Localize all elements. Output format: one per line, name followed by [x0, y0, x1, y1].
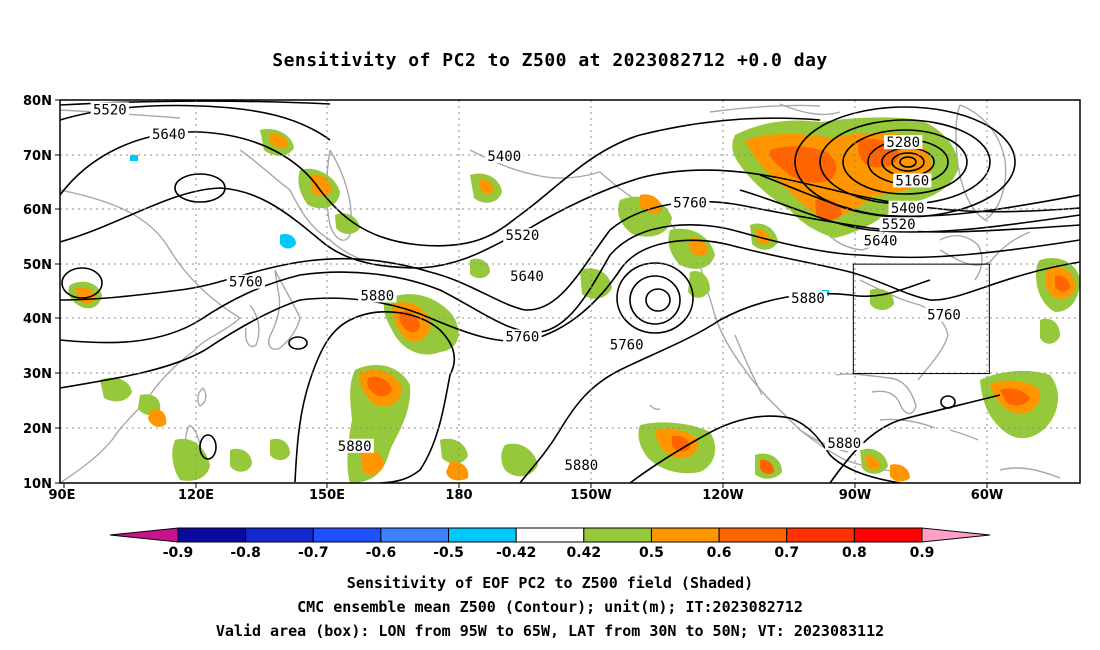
colorbar-tick-label: -0.9 — [163, 545, 194, 561]
contour-label-bg — [358, 288, 397, 303]
contour-label: 5640 — [152, 127, 186, 143]
colorbar-bin — [312, 527, 382, 543]
colorbar-tick-label: -0.8 — [230, 545, 261, 561]
caption-shading: Sensitivity of EOF PC2 to Z500 field (Sh… — [346, 574, 754, 592]
caption-valid-area: Valid area (box): LON from 95W to 65W, L… — [215, 622, 885, 640]
contour-label: 5760 — [927, 307, 961, 323]
contour-label: 5760 — [229, 275, 263, 291]
contour-label-bg — [226, 274, 266, 289]
colorbar-bin — [515, 527, 585, 543]
colorbar-bin — [853, 527, 923, 543]
contour-label-bg — [884, 135, 923, 150]
colorbar-tick-label: 0.42 — [567, 545, 602, 561]
contour-label-bg — [825, 436, 864, 451]
contour-label-bg — [607, 337, 646, 352]
contour-label-bg — [924, 307, 964, 322]
contour-label: 5520 — [506, 228, 540, 244]
lon-label: 150E — [309, 488, 345, 503]
contour-label: 5880 — [338, 439, 372, 455]
contour-label: 5520 — [882, 217, 916, 233]
latitude-labels: 80N 70N 60N 50N 40N 30N 20N 10N — [23, 94, 52, 492]
caption-contour: CMC ensemble mean Z500 (Contour); unit(m… — [297, 598, 803, 616]
colorbar-tick-label: 0.7 — [774, 545, 799, 561]
colorbar-tick-label: 0.5 — [639, 545, 664, 561]
lat-label: 80N — [23, 94, 52, 109]
lat-label: 30N — [23, 367, 52, 382]
contour-label: 5400 — [891, 201, 925, 217]
lon-label: 90E — [49, 488, 76, 503]
lat-label: 10N — [23, 477, 52, 492]
contour-label-bg — [888, 200, 927, 215]
colorbar-bin — [786, 527, 855, 543]
contour-label-bg — [503, 329, 542, 344]
longitude-labels: 90E 120E 150E 180 150W 120W 90W 60W — [49, 488, 1004, 503]
plot-title: Sensitivity of PC2 to Z500 at 2023082712… — [272, 50, 828, 71]
contour-label-bg — [149, 126, 188, 141]
contour-label: 5880 — [564, 458, 598, 474]
lon-label: 120W — [702, 488, 743, 503]
colorbar-tick-label: 0.8 — [842, 545, 867, 561]
colorbar-min-arrow — [109, 527, 179, 543]
contour-label-bg — [507, 269, 547, 284]
contour-label-bg — [562, 457, 601, 472]
valid-area-box — [852, 263, 990, 375]
colorbar-tick-label: 0.6 — [707, 545, 732, 561]
axis-ticks — [55, 99, 988, 488]
colorbar-bin — [718, 527, 788, 543]
colorbar-bin — [245, 527, 314, 543]
contour-label-bg — [861, 233, 900, 248]
contour-label: 5520 — [93, 102, 127, 118]
contour-label: 5640 — [510, 269, 544, 285]
lon-label: 90W — [839, 488, 871, 503]
lat-label: 20N — [23, 422, 52, 437]
colorbar-tick-label: 0.9 — [910, 545, 935, 561]
colorbar-tick-label: -0.7 — [298, 545, 329, 561]
colorbar-bin — [448, 527, 517, 543]
lat-label: 70N — [23, 149, 52, 164]
contour-label: 5880 — [360, 288, 394, 304]
contour-label: 5760 — [673, 195, 707, 211]
colorbar-max-arrow — [921, 527, 991, 543]
contour-label-bg — [90, 102, 130, 117]
contour-label: 5280 — [886, 135, 920, 151]
contour-label-bg — [788, 291, 828, 306]
contour-label-bg — [503, 228, 542, 243]
lon-label: 120E — [178, 488, 214, 503]
sensitivity-shading — [68, 117, 1080, 483]
lon-label: 60W — [971, 488, 1003, 503]
contour-label: 5160 — [895, 173, 929, 189]
contour-label: 5880 — [827, 436, 861, 452]
lat-label: 50N — [23, 258, 52, 273]
colorbar-bin — [650, 527, 720, 543]
colorbar-tick-label: -0.6 — [366, 545, 397, 561]
lat-label: 60N — [23, 203, 52, 218]
contour-label-bg — [335, 438, 374, 453]
grid-lines — [60, 100, 1080, 483]
colorbar-tick-label: -0.5 — [433, 545, 464, 561]
contour-label: 5880 — [791, 291, 825, 307]
contour-label-bg — [485, 148, 524, 163]
contour-label-bg — [893, 173, 932, 188]
contour-label-bg — [879, 217, 918, 232]
contour-label: 5760 — [610, 338, 644, 354]
map-frame — [59, 99, 1081, 484]
colorbar-tick-label: -0.42 — [496, 545, 536, 561]
contour-label: 5760 — [506, 329, 540, 345]
lat-label: 40N — [23, 312, 52, 327]
contour-labels: 5520564054005760588055205640576057605760… — [90, 102, 964, 474]
colorbar: -0.9 -0.8 -0.7 -0.6 -0.5 -0.42 0.42 0.5 0.6 0.7 0.… — [109, 527, 991, 561]
z500-contours — [60, 100, 1080, 483]
colorbar-bin — [380, 527, 450, 543]
contour-label: 5640 — [864, 234, 898, 250]
contour-label: 5400 — [487, 149, 521, 165]
colorbar-bin — [177, 527, 247, 543]
colorbar-bin — [583, 527, 652, 543]
lon-label: 150W — [570, 488, 611, 503]
lon-label: 180 — [445, 488, 472, 503]
contour-label-bg — [670, 195, 710, 210]
